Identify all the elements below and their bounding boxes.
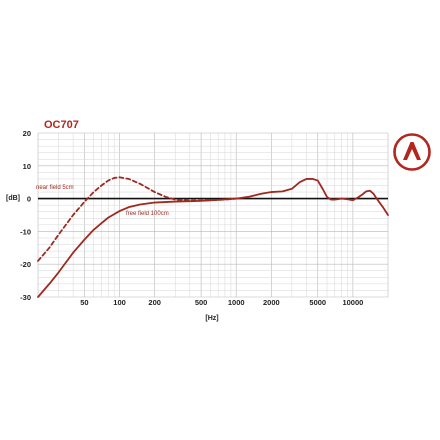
x-tick-label: 10000 xyxy=(342,298,363,307)
y-tick-label: -10 xyxy=(20,227,31,236)
triangle-a-logo-icon xyxy=(393,133,431,171)
y-tick-label: 0 xyxy=(27,195,31,204)
y-tick-label: 10 xyxy=(23,162,31,171)
chart-title: OC707 xyxy=(44,119,79,131)
y-axis-label: [dB] xyxy=(6,195,20,202)
y-tick-label: -30 xyxy=(20,293,31,302)
chart-grid xyxy=(37,132,389,298)
y-tick-label: -20 xyxy=(20,260,31,269)
x-tick-label: 50 xyxy=(80,298,88,307)
free-field-annotation: free field 100cm xyxy=(126,211,169,217)
x-tick-label: 500 xyxy=(195,298,208,307)
x-tick-label: 100 xyxy=(113,298,126,307)
chart-curves xyxy=(37,176,389,298)
x-tick-label: 5000 xyxy=(309,298,326,307)
x-axis-label: [Hz] xyxy=(205,315,218,322)
x-tick-label: 1000 xyxy=(228,298,245,307)
free-field-curve xyxy=(37,178,389,298)
x-tick-label: 2000 xyxy=(263,298,280,307)
x-tick-label: 200 xyxy=(148,298,161,307)
near-field-annotation: near field 5cm xyxy=(36,185,74,191)
y-tick-label: 20 xyxy=(23,129,31,138)
